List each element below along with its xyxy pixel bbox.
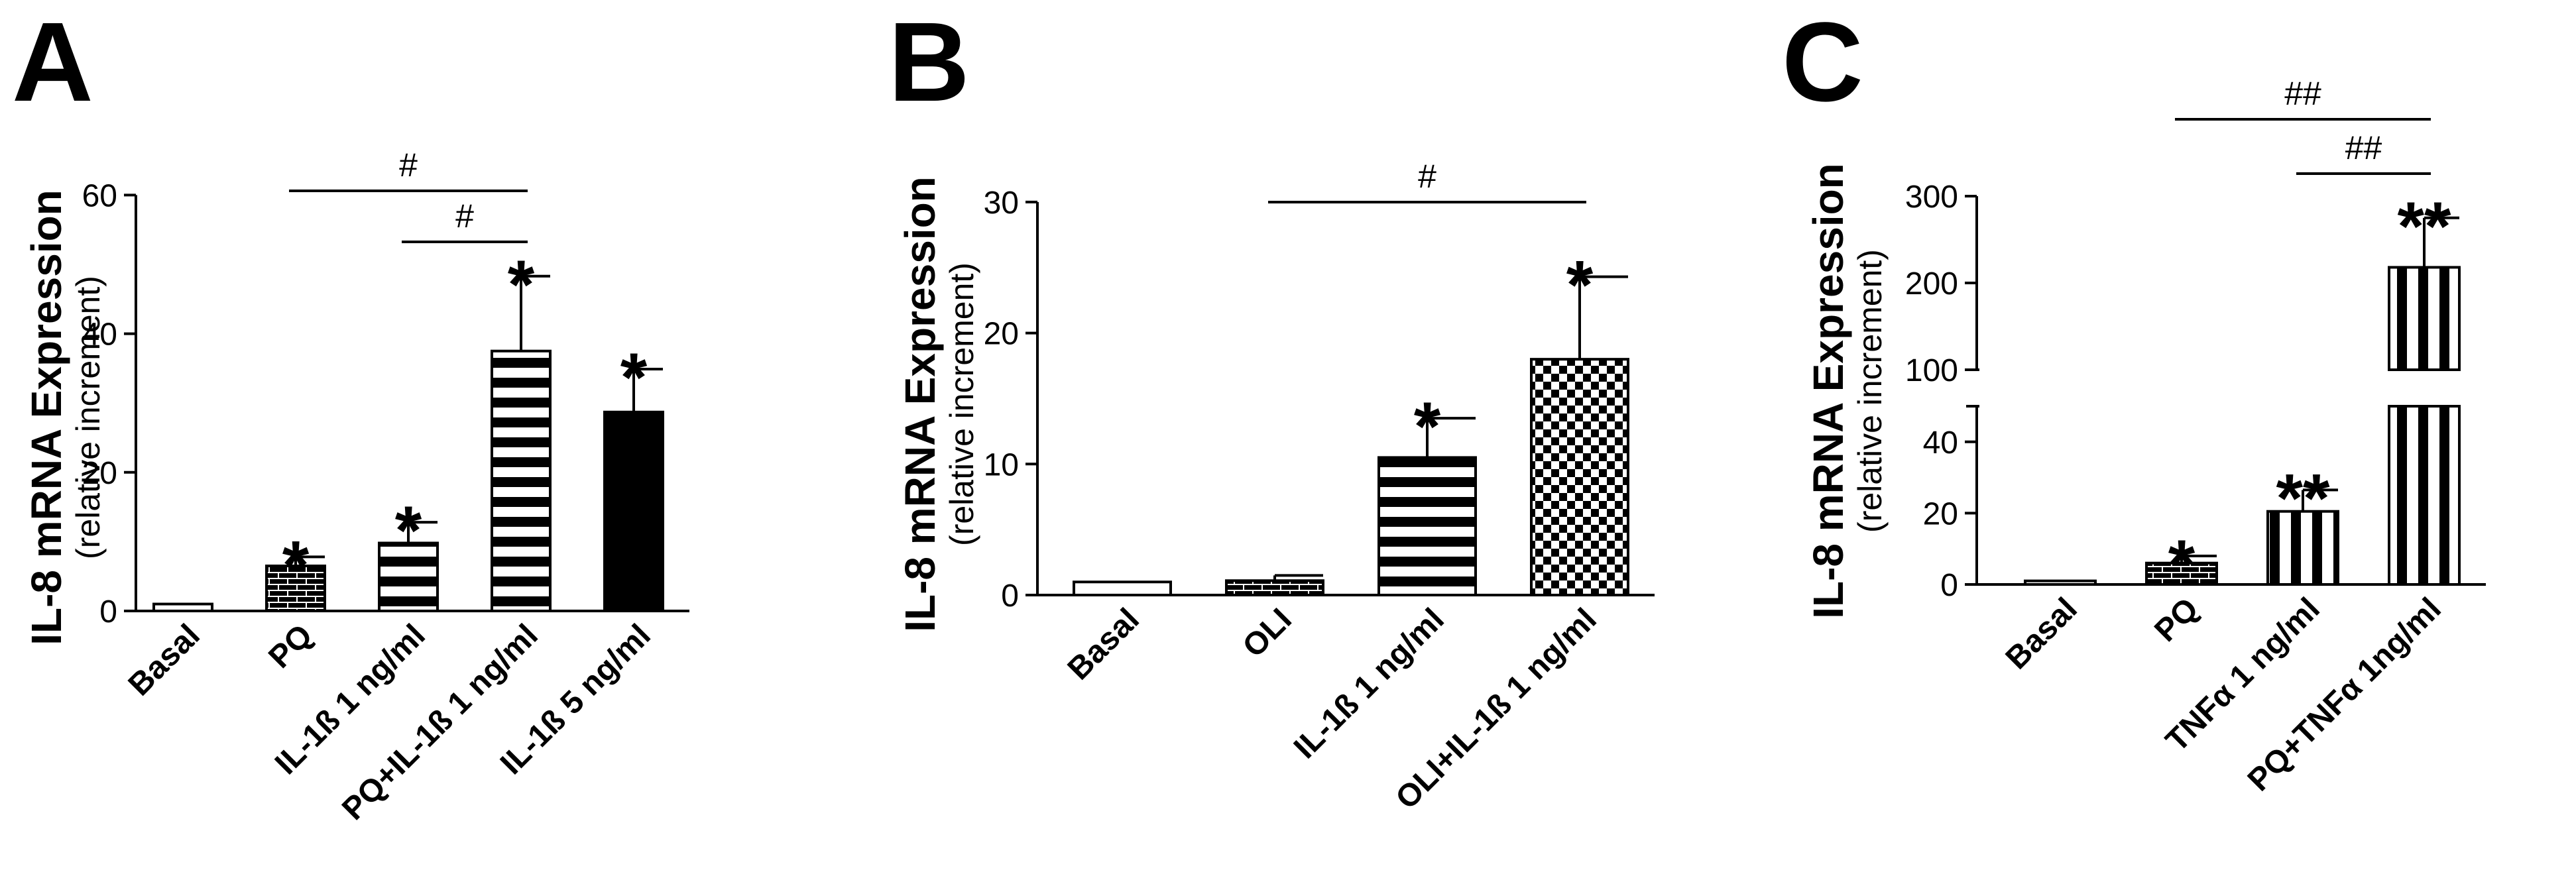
panel-c-bar-4 <box>2388 405 2461 586</box>
panel-a-category-label-2: PQ <box>262 618 320 675</box>
panel-a-chart: A IL-8 mRNA Expression (relative increme… <box>12 0 689 827</box>
panel-c-comparison-label-1: ## <box>2284 75 2321 112</box>
panel-b-letter: B <box>888 0 970 125</box>
panel-c-significance-4: ** <box>2398 188 2451 265</box>
panel-a-bar-3 <box>378 541 439 613</box>
panel-c-y-tick-label: 300 <box>1905 180 1958 215</box>
panel-b-bar-2 <box>1225 579 1324 596</box>
panel-c-significance-3: ** <box>2276 460 2330 537</box>
panel-b-significance-4: * <box>1566 247 1594 324</box>
panel-b-y-tick-label: 0 <box>1001 578 1019 614</box>
panel-c-y-tick-label: 200 <box>1905 266 1958 302</box>
panel-c-bar-1 <box>2024 579 2097 586</box>
panel-b-significance-3: * <box>1414 388 1441 465</box>
panel-a-y-tick-label: 20 <box>82 456 117 491</box>
panel-b-bar-1 <box>1073 580 1172 596</box>
panel-a-significance-2: * <box>282 527 310 604</box>
panel-c-significance-2: * <box>2168 526 2195 603</box>
panel-a-category-label-4: PQ+IL-1ß 1 ng/ml <box>335 618 545 827</box>
panel-b-y-title: IL-8 mRNA Expression <box>896 176 944 632</box>
panel-c-y-tick-label: 20 <box>1923 496 1958 531</box>
panel-a-bar-5 <box>603 410 664 612</box>
panel-b-category-label-3: IL-1ß 1 ng/ml <box>1287 602 1451 765</box>
panel-b-y-tick-label: 20 <box>984 317 1019 352</box>
panel-a-y-subtitle: (relative increment) <box>70 276 107 559</box>
panel-b-comparison-label-1: # <box>1418 158 1436 195</box>
panel-a-comparison-label-1: # <box>399 146 418 184</box>
panel-a-category-label-1: Basal <box>122 618 207 702</box>
panel-a-bar-1 <box>152 602 213 612</box>
panel-a-y-title: IL-8 mRNA Expression <box>23 190 70 645</box>
panel-b-y-tick-label: 10 <box>984 447 1019 482</box>
panel-a-y-tick-label: 0 <box>99 594 117 630</box>
panel-a-comparison-label-2: # <box>455 197 474 235</box>
panel-b-y-tick-label: 30 <box>984 186 1019 221</box>
panel-b-category-label-1: Basal <box>1061 602 1146 687</box>
panel-c-comparison-label-2: ## <box>2345 129 2382 166</box>
panel-b-category-label-2: OLI <box>1236 602 1299 664</box>
panel-b-y-subtitle: (relative increment) <box>943 262 980 546</box>
panel-c-letter: C <box>1782 0 1863 125</box>
panel-c-bar-3 <box>2266 510 2339 586</box>
panel-b-bar-3 <box>1377 456 1477 596</box>
panel-c-y-tick-label: 40 <box>1923 425 1958 461</box>
panel-c-bar-4-upper <box>2388 266 2461 372</box>
panel-a-y-tick-label: 40 <box>82 317 117 353</box>
panel-b-chart: B IL-8 mRNA Expression (relative increme… <box>888 0 1655 816</box>
panel-c-y-tick-label: 0 <box>1940 568 1958 603</box>
panel-a-letter: A <box>12 0 93 125</box>
panel-a-bar-4 <box>491 349 552 612</box>
panel-a-y-tick-label: 60 <box>82 178 117 213</box>
panel-a-significance-5: * <box>620 339 648 416</box>
panel-c-y-tick-label: 100 <box>1905 353 1958 388</box>
panel-a-significance-3: * <box>395 492 422 569</box>
panel-c-y-subtitle: (relative increment) <box>1851 249 1889 533</box>
panel-c-category-label-1: Basal <box>1999 591 2084 676</box>
panel-c-category-label-2: PQ <box>2148 591 2205 649</box>
panel-c-y-title: IL-8 mRNA Expression <box>1804 163 1852 619</box>
panel-a-significance-4: * <box>508 247 535 323</box>
panel-c-bar-2 <box>2145 561 2218 586</box>
panel-b-bar-4 <box>1530 358 1629 596</box>
panel-c-chart: C IL-8 mRNA Expression (relative increme… <box>1782 0 2486 798</box>
